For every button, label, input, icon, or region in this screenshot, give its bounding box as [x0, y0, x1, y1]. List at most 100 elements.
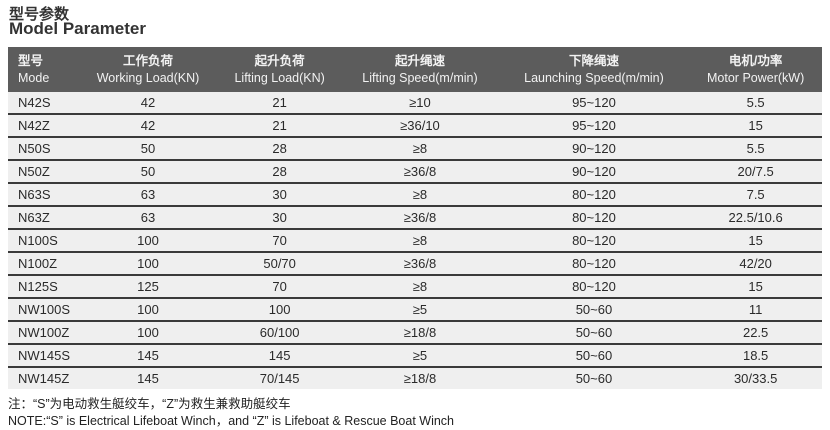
- column-header: 起升绳速 Lifting Speed(m/min): [341, 47, 499, 92]
- column-header-cn: 工作负荷: [122, 53, 173, 68]
- table-cell: 95~120: [498, 92, 690, 114]
- table-row: N100S 100 70 ≥8 80~120 15: [8, 228, 822, 252]
- column-header-en: Motor Power(kW): [707, 70, 805, 85]
- column-header: 型号 Mode: [8, 47, 78, 92]
- table-cell: 50/70: [218, 251, 342, 275]
- table-row: NW100Z 100 60/100 ≥18/8 50~60 22.5: [8, 320, 822, 344]
- table-cell: 90~120: [498, 159, 690, 183]
- table-row: N42S 42 21 ≥10 95~120 5.5: [8, 92, 822, 114]
- column-header-cn: 电机/功率: [728, 53, 783, 68]
- column-header-en: Lifting Speed(m/min): [362, 70, 478, 85]
- table-cell: 50: [78, 136, 218, 160]
- table-cell: ≥36/10: [341, 113, 499, 137]
- table-cell: 145: [78, 343, 218, 367]
- column-header: 工作负荷 Working Load(KN): [78, 47, 218, 92]
- table-cell: 15: [689, 228, 822, 252]
- table-cell: 80~120: [498, 274, 690, 298]
- table-row: N63S 63 30 ≥8 80~120 7.5: [8, 182, 822, 206]
- table-cell: ≥5: [341, 343, 499, 367]
- table-cell: 42/20: [689, 251, 822, 275]
- table-cell: ≥18/8: [341, 366, 499, 389]
- table-cell: N125S: [8, 274, 78, 298]
- note-cn: 注：“S”为电动救生艇绞车，“Z”为救生兼救助艇绞车: [8, 397, 291, 411]
- table-cell: N63Z: [8, 205, 78, 229]
- table-cell: ≥8: [341, 182, 499, 206]
- table-cell: N42S: [8, 92, 78, 114]
- table-cell: ≥36/8: [341, 205, 499, 229]
- table-cell: 125: [78, 274, 218, 298]
- table-cell: 60/100: [218, 320, 342, 344]
- column-header-cn: 下降绳速: [568, 53, 619, 68]
- table-cell: 100: [78, 320, 218, 344]
- table-row: N100Z 100 50/70 ≥36/8 80~120 42/20: [8, 251, 822, 275]
- column-header-en: Mode: [18, 70, 50, 85]
- table-row: NW100S 100 100 ≥5 50~60 11: [8, 297, 822, 321]
- table-cell: 100: [78, 297, 218, 321]
- table-cell: 50~60: [498, 320, 690, 344]
- table-row: N42Z 42 21 ≥36/10 95~120 15: [8, 113, 822, 137]
- column-header: 起升负荷 Lifting Load(KN): [218, 47, 342, 92]
- table-cell: 80~120: [498, 182, 690, 206]
- table-cell: N42Z: [8, 113, 78, 137]
- table-cell: 80~120: [498, 205, 690, 229]
- column-header-en: Launching Speed(m/min): [524, 70, 664, 85]
- table-cell: 28: [218, 159, 342, 183]
- table-cell: ≥8: [341, 136, 499, 160]
- table-cell: N100Z: [8, 251, 78, 275]
- table-cell: 50~60: [498, 366, 690, 389]
- table-cell: 21: [218, 113, 342, 137]
- column-header-en: Lifting Load(KN): [234, 70, 325, 85]
- table-cell: NW100Z: [8, 320, 78, 344]
- table-cell: N50Z: [8, 159, 78, 183]
- table-cell: 50~60: [498, 343, 690, 367]
- table-row: NW145S 145 145 ≥5 50~60 18.5: [8, 343, 822, 367]
- title-en: Model Parameter: [9, 19, 146, 38]
- table-row: N50Z 50 28 ≥36/8 90~120 20/7.5: [8, 159, 822, 183]
- table-cell: 18.5: [689, 343, 822, 367]
- table-cell: 90~120: [498, 136, 690, 160]
- table-cell: 30: [218, 182, 342, 206]
- table-cell: N63S: [8, 182, 78, 206]
- table-cell: NW145S: [8, 343, 78, 367]
- table-cell: 11: [689, 297, 822, 321]
- parameter-table: 型号 Mode 工作负荷 Working Load(KN) 起升负荷 Lifting Lo…: [8, 47, 822, 389]
- table-cell: 50: [78, 159, 218, 183]
- table-cell: 15: [689, 113, 822, 137]
- table-cell: 21: [218, 92, 342, 114]
- table-cell: 80~120: [498, 228, 690, 252]
- table-cell: 20/7.5: [689, 159, 822, 183]
- table-cell: ≥36/8: [341, 159, 499, 183]
- table-cell: N50S: [8, 136, 78, 160]
- column-header-cn: 型号: [18, 53, 44, 68]
- table-cell: ≥18/8: [341, 320, 499, 344]
- table-cell: 22.5: [689, 320, 822, 344]
- table-cell: 42: [78, 92, 218, 114]
- table-cell: 80~120: [498, 251, 690, 275]
- table-cell: ≥8: [341, 274, 499, 298]
- table-cell: 70: [218, 228, 342, 252]
- column-header-cn: 起升负荷: [254, 53, 305, 68]
- column-header-cn: 起升绳速: [394, 53, 445, 68]
- table-cell: 15: [689, 274, 822, 298]
- column-header-en: Working Load(KN): [96, 70, 200, 85]
- table-cell: 5.5: [689, 92, 822, 114]
- table-cell: 63: [78, 182, 218, 206]
- column-header: 下降绳速 Launching Speed(m/min): [498, 47, 690, 92]
- table-cell: 30: [218, 205, 342, 229]
- table-cell: 70/145: [218, 366, 342, 389]
- table-row: N50S 50 28 ≥8 90~120 5.5: [8, 136, 822, 160]
- note-en: NOTE:“S” is Electrical Lifeboat Winch，an…: [8, 414, 454, 428]
- table-cell: ≥10: [341, 92, 499, 114]
- table-cell: 28: [218, 136, 342, 160]
- table-cell: 145: [78, 366, 218, 389]
- title-cn: 型号参数: [9, 6, 70, 23]
- table-cell: 145: [218, 343, 342, 367]
- table-cell: 70: [218, 274, 342, 298]
- table-cell: NW145Z: [8, 366, 78, 389]
- table-cell: ≥36/8: [341, 251, 499, 275]
- table-cell: 5.5: [689, 136, 822, 160]
- column-header: 电机/功率 Motor Power(kW): [689, 47, 822, 92]
- table-cell: N100S: [8, 228, 78, 252]
- table-cell: 22.5/10.6: [689, 205, 822, 229]
- table-cell: 50~60: [498, 297, 690, 321]
